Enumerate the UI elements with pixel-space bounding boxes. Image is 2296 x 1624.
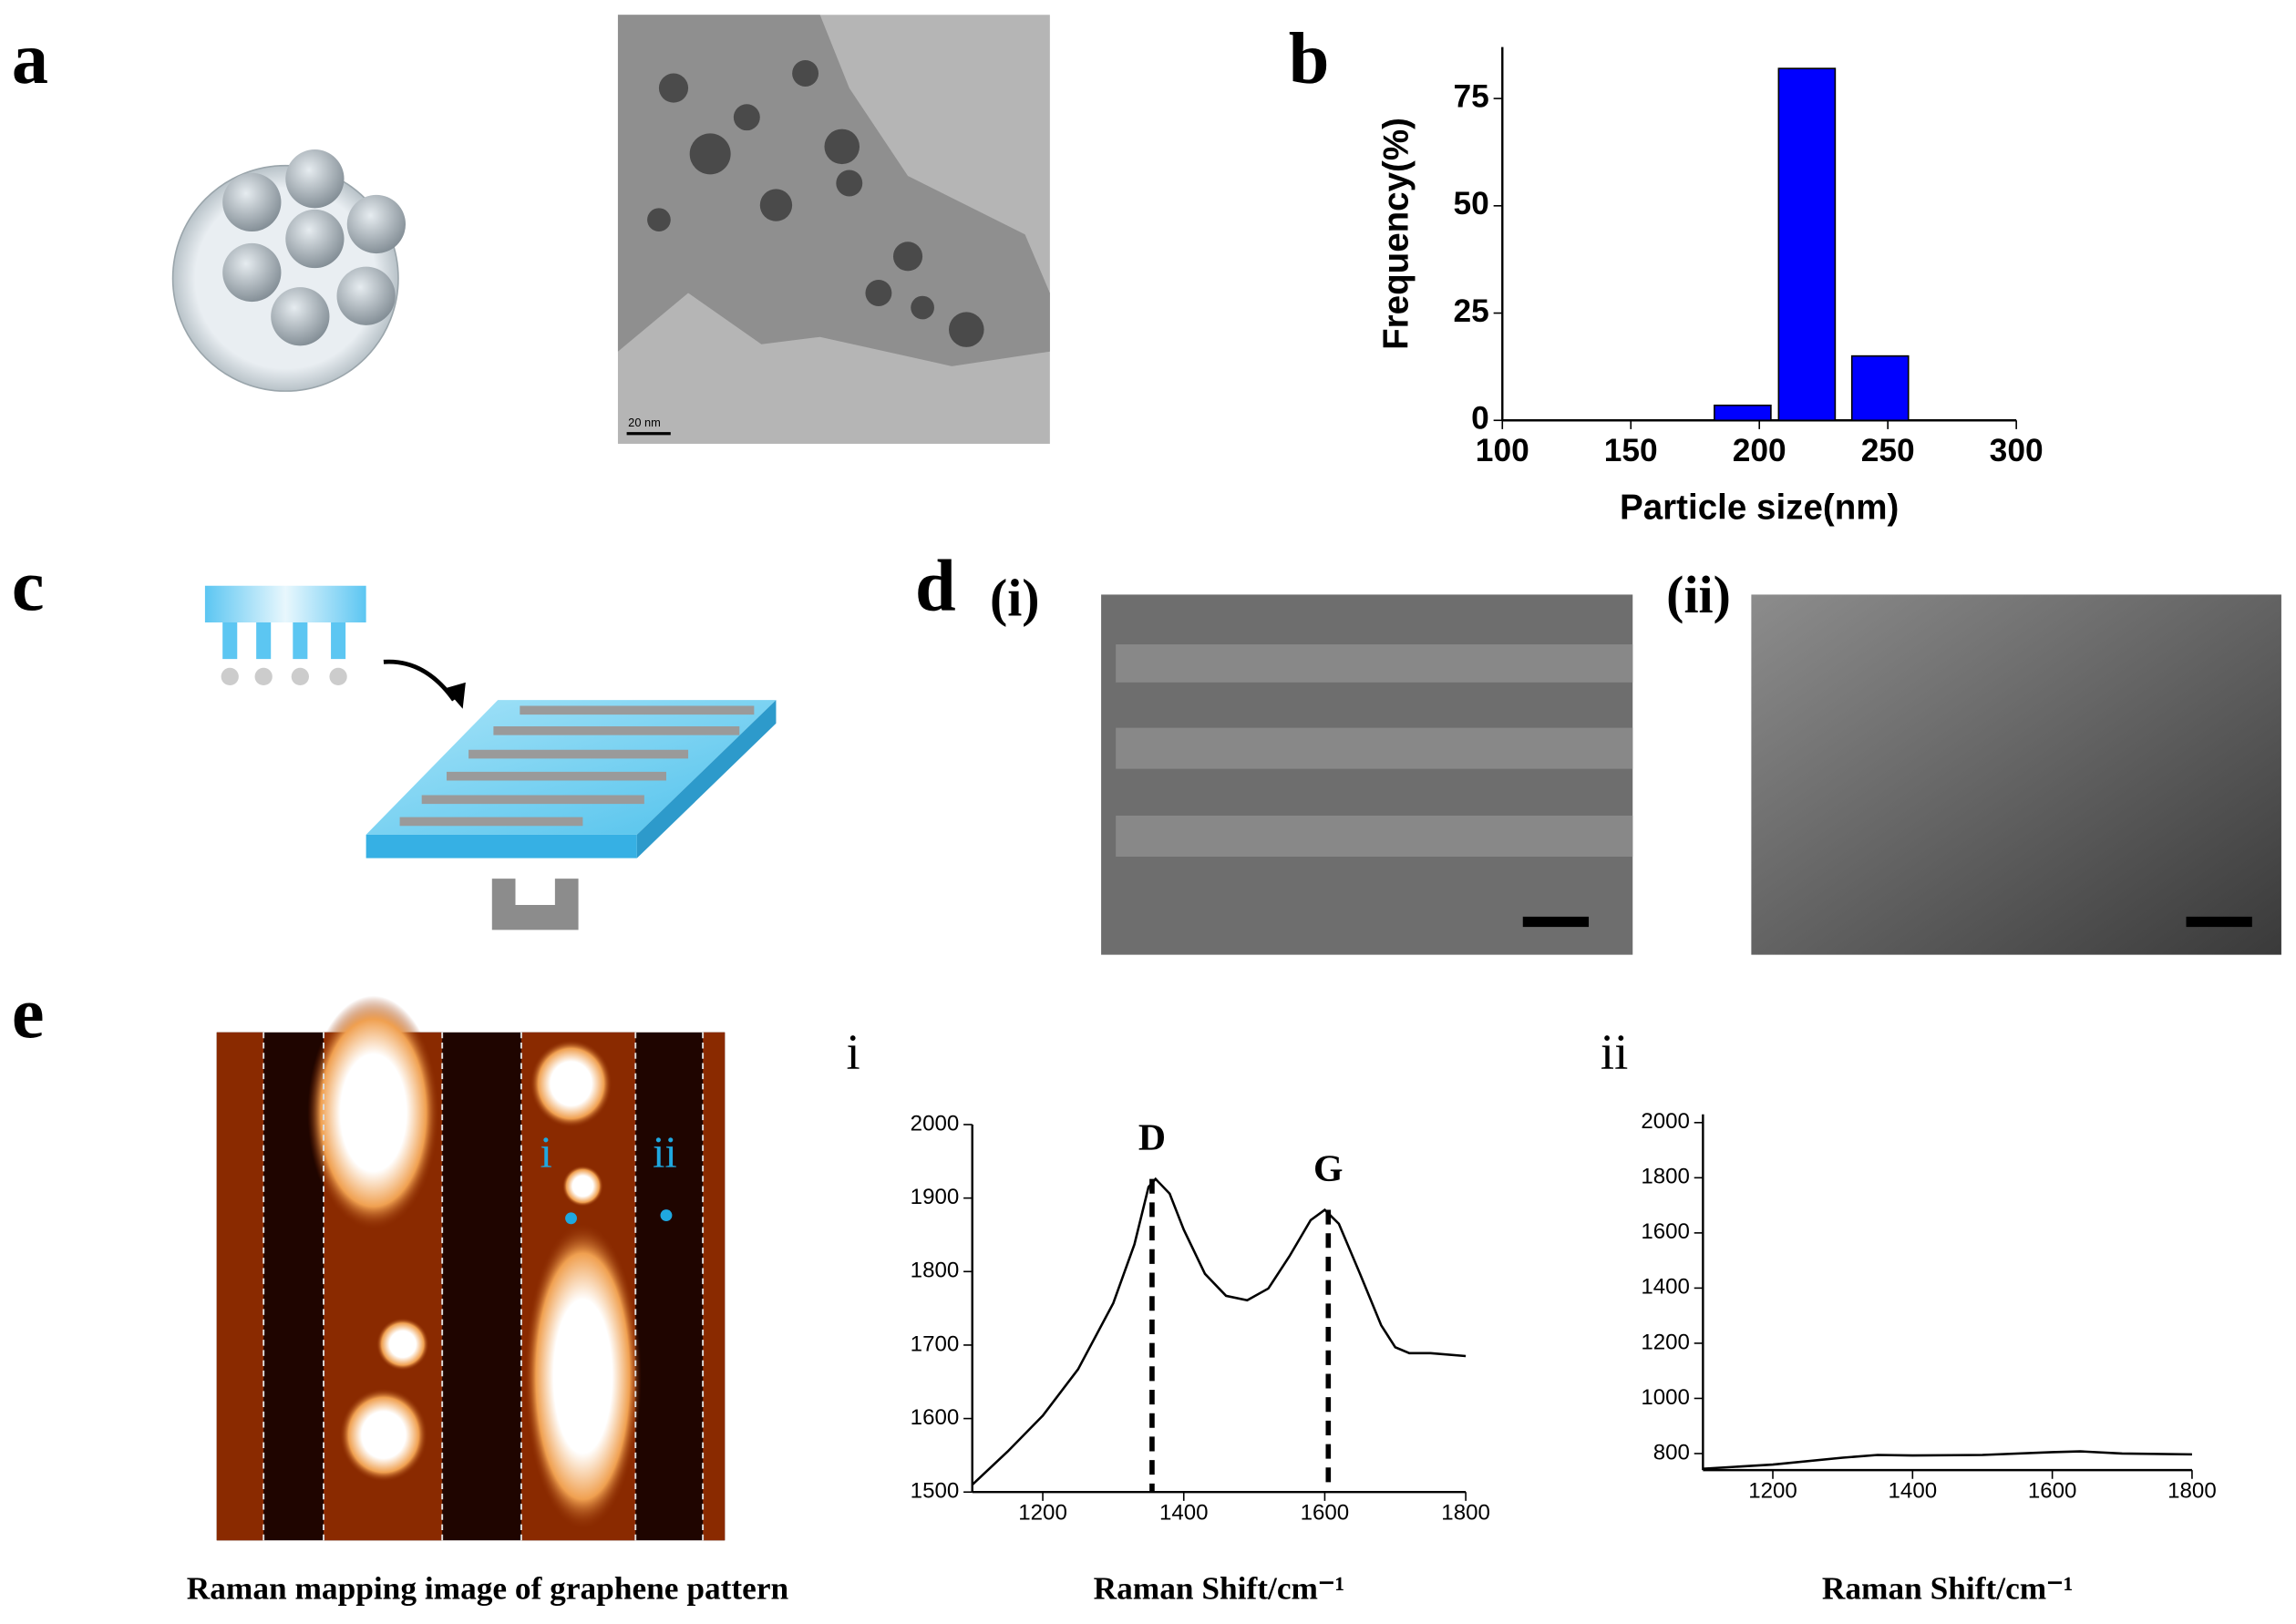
peak-label: D (1138, 1116, 1166, 1158)
x-tick-label: 1400 (1159, 1501, 1209, 1526)
drops (221, 667, 347, 686)
x-axis-label: Particle size(nm) (1620, 488, 1899, 527)
y-tick-label: 1700 (911, 1331, 960, 1356)
chart-title: ii (1601, 1024, 1628, 1080)
y-tick-label: 1400 (1641, 1275, 1690, 1300)
y-tick-label: 1800 (911, 1259, 960, 1283)
y-tick-label: 75 (1454, 78, 1489, 114)
stripes (399, 705, 755, 827)
x-tick-label: 1800 (1441, 1501, 1490, 1526)
nanoparticle-schematic (171, 164, 399, 392)
bar (1850, 355, 1910, 422)
y-tick-label: 1500 (911, 1479, 960, 1504)
map-point-label: i (541, 1128, 552, 1177)
y-tick-label: 800 (1653, 1440, 1690, 1465)
y-tick-label: 1200 (1641, 1330, 1690, 1354)
stamp (204, 585, 366, 622)
map-caption: Raman mapping image of graphene pattern (187, 1571, 789, 1607)
substrate-side (636, 700, 777, 858)
arrow (383, 659, 456, 702)
peak-label: G (1313, 1147, 1343, 1189)
scale-bar (2186, 916, 2252, 928)
x-tick-label: 1600 (2028, 1479, 2077, 1504)
y-tick-label: 1900 (911, 1185, 960, 1209)
raman-map (216, 1032, 726, 1541)
sem-label: (i) (990, 568, 1040, 627)
y-tick-label: 50 (1454, 186, 1489, 221)
x-tick-label: 300 (1990, 433, 2044, 468)
y-tick-label: 2000 (911, 1111, 960, 1136)
y-tick-label: 2000 (1641, 1109, 1690, 1134)
map-blobs (307, 995, 642, 1530)
x-tick-label: 100 (1476, 433, 1529, 468)
y-axis-label: Frequency(%) (1376, 118, 1416, 350)
y-tick-label: 1800 (1641, 1165, 1690, 1189)
sem-stripes (1116, 644, 1633, 857)
y-tick-label: 1600 (1641, 1219, 1690, 1244)
substrate-front (366, 834, 637, 858)
map-point (565, 1212, 577, 1225)
y-tick-label: 25 (1454, 293, 1489, 329)
y-tick-label: 1000 (1641, 1385, 1690, 1410)
bar (1714, 404, 1772, 422)
line (971, 1177, 1467, 1486)
x-axis-label: Raman Shift/cm⁻¹ (1822, 1571, 2074, 1607)
tem-film (617, 15, 1050, 366)
x-tick-label: 150 (1604, 433, 1658, 468)
decor (171, 15, 2281, 1541)
panel-label: e (12, 972, 45, 1054)
panel-label: c (12, 545, 45, 626)
sem-image-ii (1751, 594, 2281, 955)
x-tick-label: 1400 (1889, 1479, 1938, 1504)
sem-label: (ii) (1666, 565, 1731, 624)
line (1703, 1450, 2192, 1470)
spheres (222, 149, 407, 346)
x-tick-label: 200 (1733, 433, 1786, 468)
map-point-label: ii (653, 1128, 677, 1177)
chart-title: i (847, 1024, 860, 1080)
magnet (491, 879, 579, 930)
x-tick-label: 1800 (2167, 1479, 2217, 1504)
x-axis-label: Raman Shift/cm⁻¹ (1094, 1571, 1345, 1607)
y-tick-label: 0 (1471, 401, 1489, 437)
panel-label: a (12, 18, 48, 99)
map-point (660, 1209, 673, 1222)
map-dividers (263, 1032, 705, 1541)
panel-label: b (1289, 18, 1330, 99)
x-tick-label: 1200 (1748, 1479, 1797, 1504)
arrowhead (445, 682, 466, 709)
texts: a b c d e (i) (ii) 20 nm i ii Raman mapp… (12, 18, 1731, 1607)
scale-bar (1522, 916, 1590, 928)
tem-particles (647, 60, 984, 347)
y-tick-label: 1600 (911, 1405, 960, 1430)
bar (1777, 67, 1837, 422)
stamp-pins (222, 622, 346, 660)
x-tick-label: 1600 (1301, 1501, 1350, 1526)
tem-scale-label: 20 nm (628, 416, 661, 429)
x-tick-label: 250 (1861, 433, 1915, 468)
panel-label: d (915, 545, 956, 626)
x-tick-label: 1200 (1018, 1501, 1067, 1526)
